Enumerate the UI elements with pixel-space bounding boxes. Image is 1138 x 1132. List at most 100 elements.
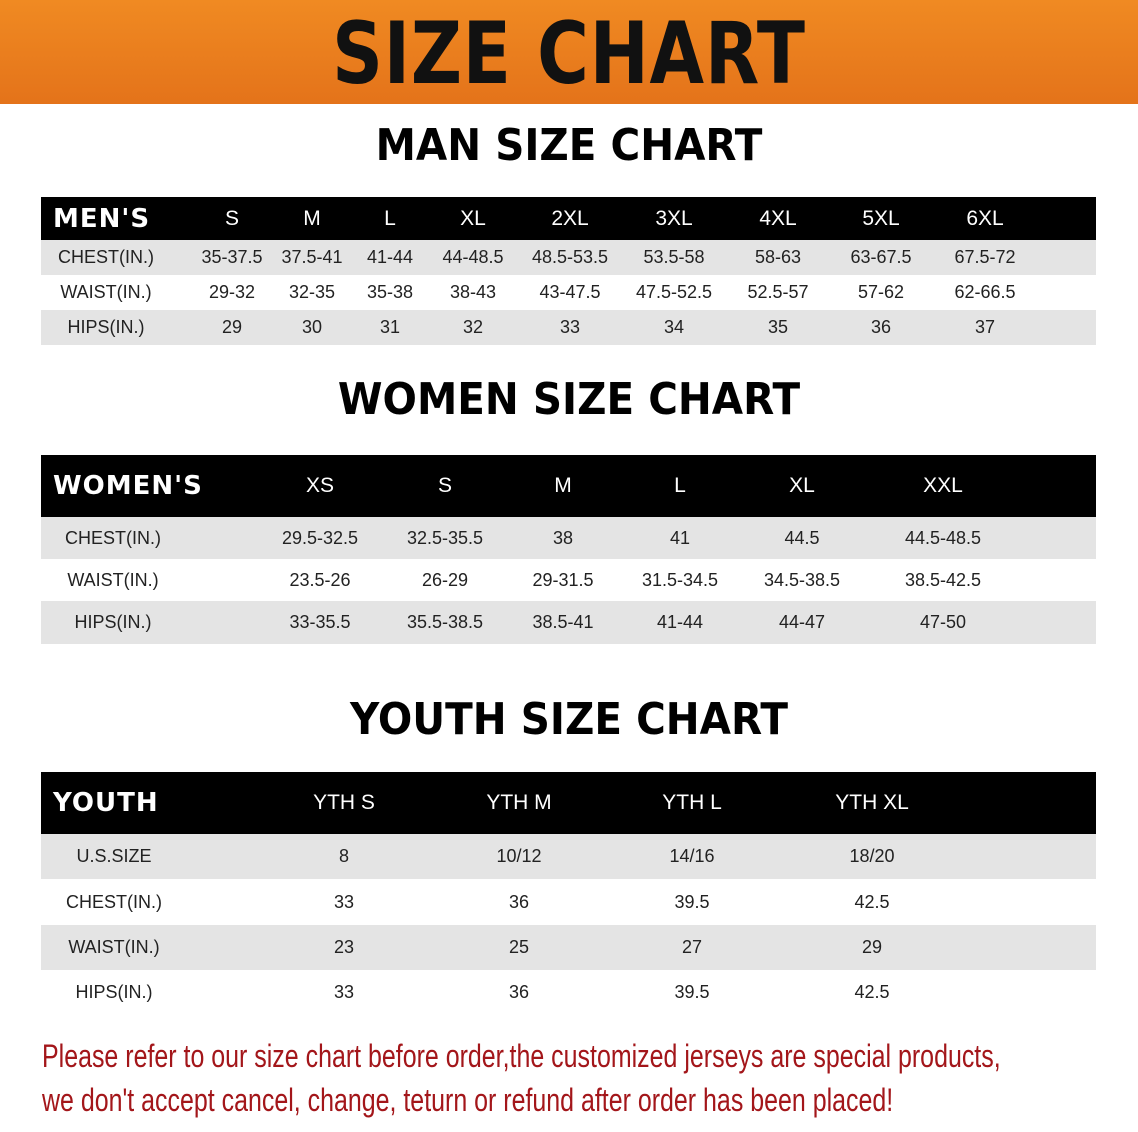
row-label: U.S.SIZE (76, 846, 152, 866)
size-header: M (554, 474, 572, 497)
size-header: 2XL (551, 206, 589, 230)
table-cell: 47.5-52.5 (635, 282, 713, 302)
size-header: YTH L (662, 791, 722, 814)
table-cell: 39.5 (674, 891, 710, 912)
men-section-title: MAN SIZE CHART (375, 120, 763, 171)
table-cell: 42.5 (854, 982, 890, 1002)
row-label: WAIST(IN.) (68, 937, 160, 957)
size-header: YTH XL (835, 791, 909, 814)
table-cell: 32.5-35.5 (406, 527, 484, 548)
notice-line-1: Please refer to our size chart before or… (42, 1038, 1001, 1074)
size-header: S (224, 206, 240, 230)
table-cell: 29 (221, 317, 243, 337)
table-cell: 23 (333, 937, 355, 957)
table-cell: 35.5-38.5 (406, 612, 484, 632)
table-row: WAIST(IN.) 23.5-26 26-29 29-31.5 31.5-34.5 34… (41, 559, 1096, 601)
table-cell: 36 (870, 317, 892, 337)
men-header-label: MEN'S (53, 203, 151, 234)
table-cell: 41-44 (366, 247, 414, 267)
size-header: 6XL (966, 206, 1004, 230)
youth-header-row: YOUTH YTH S YTH M YTH L YTH XL (41, 772, 1096, 834)
row-label: CHEST(IN.) (65, 527, 161, 548)
table-cell: 58-63 (754, 247, 802, 267)
size-header: S (437, 474, 453, 497)
table-row: CHEST(IN.) 35-37.5 37.5-41 41-44 44-48.5 48.5… (41, 240, 1096, 275)
table-cell: 38.5-42.5 (904, 569, 982, 590)
table-cell: 14/16 (669, 846, 715, 866)
table-row: HIPS(IN.) 33 36 39.5 42.5 (41, 970, 1096, 1015)
table-cell: 31 (379, 317, 401, 337)
youth-section-title: YOUTH SIZE CHART (350, 694, 788, 745)
table-cell: 57-62 (857, 282, 905, 302)
table-row: HIPS(IN.) 33-35.5 35.5-38.5 38.5-41 41-44 44-… (41, 601, 1096, 644)
table-cell: 37 (974, 317, 996, 337)
table-cell: 32 (462, 317, 484, 337)
youth-size-table: YOUTH YTH S YTH M YTH L YTH XL U.S.SIZE 8 10/12… (41, 772, 1096, 1015)
table-cell: 36 (508, 982, 530, 1002)
table-cell: 62-66.5 (954, 282, 1016, 302)
size-header: 5XL (862, 206, 900, 230)
row-label: WAIST(IN.) (67, 569, 159, 590)
table-cell: 33 (559, 317, 581, 337)
size-header: XXL (923, 474, 963, 497)
notice-line-2: we don't accept cancel, change, teturn o… (42, 1082, 894, 1118)
women-section-title: WOMEN SIZE CHART (337, 374, 801, 425)
table-cell: 44.5 (784, 527, 820, 548)
table-cell: 32-35 (288, 282, 336, 302)
table-cell: 35-38 (366, 282, 414, 302)
table-cell: 29 (861, 937, 883, 957)
table-cell: 38-43 (449, 282, 497, 302)
table-cell: 8 (338, 846, 350, 866)
table-cell: 10/12 (496, 846, 542, 866)
size-header: 3XL (655, 206, 693, 230)
table-cell: 31.5-34.5 (641, 569, 719, 590)
table-cell: 41-44 (656, 612, 704, 632)
table-cell: 47-50 (919, 612, 967, 632)
table-cell: 26-29 (421, 569, 469, 590)
table-cell: 25 (508, 937, 530, 957)
table-cell: 27 (681, 937, 703, 957)
table-cell: 29-31.5 (532, 569, 594, 590)
table-cell: 33 (333, 982, 355, 1002)
table-row: WAIST(IN.) 29-32 32-35 35-38 38-43 43-47.5 47.… (41, 275, 1096, 310)
table-cell: 41 (669, 527, 691, 548)
row-label: HIPS(IN.) (75, 982, 153, 1002)
table-cell: 29-32 (208, 282, 256, 302)
table-cell: 48.5-53.5 (531, 247, 609, 267)
table-cell: 30 (301, 317, 323, 337)
size-header: YTH M (486, 791, 552, 814)
table-cell: 42.5 (854, 891, 890, 912)
size-header: XL (460, 206, 486, 230)
table-row: CHEST(IN.) 29.5-32.5 32.5-35.5 38 41 44.5 44.5… (41, 517, 1096, 559)
women-header-row: WOMEN'S XS S M L XL XXL (41, 455, 1096, 517)
table-cell: 35 (767, 317, 789, 337)
banner: SIZE CHART (0, 0, 1138, 104)
table-cell: 33-35.5 (289, 612, 351, 632)
table-cell: 35-37.5 (201, 247, 263, 267)
table-cell: 34.5-38.5 (763, 569, 841, 590)
table-cell: 23.5-26 (289, 569, 351, 590)
table-cell: 34 (663, 317, 685, 337)
table-cell: 63-67.5 (850, 247, 912, 267)
row-label: HIPS(IN.) (67, 317, 145, 337)
table-cell: 52.5-57 (747, 282, 809, 302)
table-cell: 43-47.5 (539, 282, 601, 302)
table-cell: 39.5 (674, 982, 710, 1002)
size-header: XS (305, 474, 335, 497)
size-header: 4XL (759, 206, 797, 230)
row-label: HIPS(IN.) (74, 612, 152, 632)
youth-header-label: YOUTH (53, 788, 159, 818)
table-cell: 36 (508, 891, 530, 912)
women-header-label: WOMEN'S (53, 471, 203, 501)
table-cell: 53.5-58 (643, 247, 705, 267)
table-cell: 29.5-32.5 (281, 527, 359, 548)
table-cell: 67.5-72 (954, 247, 1016, 267)
banner-title: SIZE CHART (332, 4, 806, 104)
size-header: L (384, 206, 396, 230)
size-header: YTH S (313, 791, 375, 814)
size-header: L (674, 474, 686, 497)
row-label: CHEST(IN.) (66, 891, 162, 912)
table-cell: 38.5-41 (532, 612, 594, 632)
row-label: WAIST(IN.) (60, 282, 152, 302)
table-cell: 18/20 (849, 846, 895, 866)
